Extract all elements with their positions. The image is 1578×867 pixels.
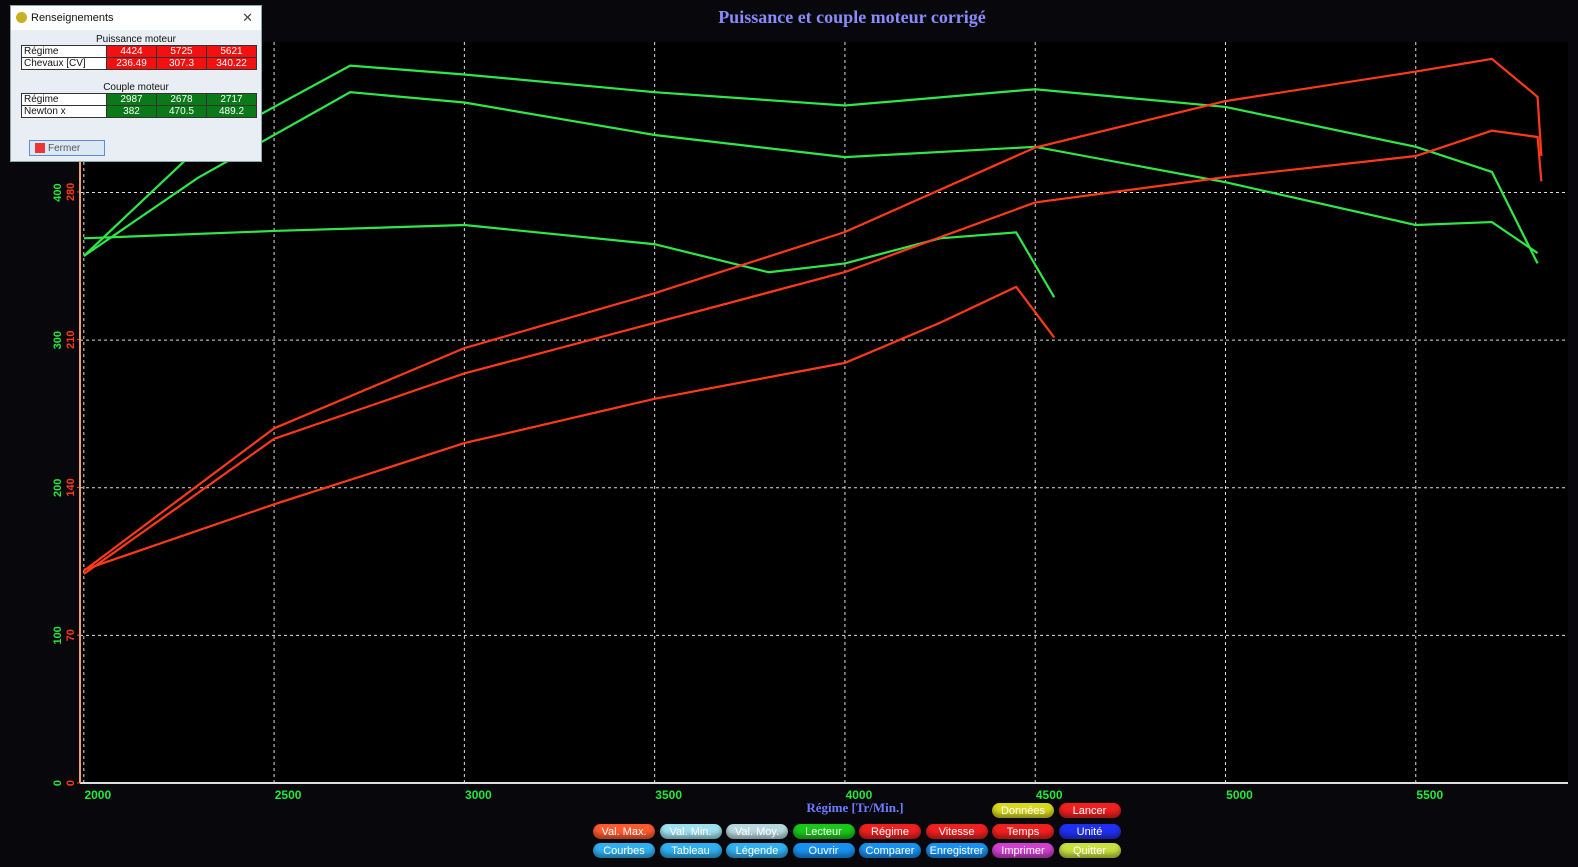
toolbar-button[interactable]: Val. Moy. [726,824,788,839]
table-row: Régime 2987 2678 2717 [21,93,257,106]
close-icon[interactable]: ✕ [242,10,253,25]
toolbar-button[interactable]: Imprimer [992,843,1054,858]
close-button[interactable]: Fermer [29,140,105,156]
x-tick-label: 5000 [1226,788,1253,802]
y2-tick-label: 210 [65,330,77,348]
y-tick-label: 200 [52,479,64,497]
value-cell: 382 [106,105,157,118]
value-cell: 236.49 [106,57,157,70]
x-tick-label: 3500 [655,788,682,802]
x-tick-label: 4000 [846,788,873,802]
row-label: Chevaux [CV] [21,57,107,70]
toolbar-button[interactable]: Lancer [1058,803,1121,818]
series-line [83,91,1539,257]
info-window: Renseignements ✕ Puissance moteur Régime 4… [10,5,262,162]
toolbar-button[interactable]: Données [992,803,1054,818]
x-tick-label: 4500 [1036,788,1063,802]
y-tick-label: 400 [52,183,64,201]
toolbar-button[interactable]: Val. Min. [659,824,722,839]
toolbar-button[interactable]: Comparer [859,843,921,858]
y-tick-label: 0 [52,780,64,786]
series-line [83,223,1056,298]
y-tick-label: 300 [52,331,64,349]
x-tick-label: 5500 [1416,788,1443,802]
y2-tick-label: 0 [65,780,77,786]
value-cell: 5621 [206,45,257,58]
table-row: Chevaux [CV] 236.49 307.3 340.22 [21,57,257,70]
toolbar-button[interactable]: Temps [992,824,1054,839]
torque-table: Régime 2987 2678 2717 Newton x 382 470.5 489.2 [21,93,257,118]
toolbar-button[interactable]: Régime [859,824,921,839]
value-cell: 340.22 [206,57,257,70]
series-line [83,285,1056,571]
power-table: Régime 4424 5725 5621 Chevaux [CV] 236.49 307.… [21,45,257,70]
x-tick-label: 3000 [465,788,492,802]
table-row: Newton x 382 470.5 489.2 [21,105,257,118]
toolbar-button[interactable]: Unité [1058,824,1121,839]
toolbar-button[interactable]: Vitesse [925,824,988,839]
x-tick-label: 2000 [84,788,111,802]
y2-tick-label: 70 [65,629,77,641]
plot-area [80,42,1568,783]
section-heading: Couple moteur [103,82,169,93]
value-cell: 5725 [156,45,207,58]
section-heading: Puissance moteur [95,34,177,45]
chart-title: Puissance et couple moteur corrigé [718,7,986,27]
toolbar-button[interactable]: Courbes [593,843,655,858]
value-cell: 307.3 [156,57,207,70]
value-cell: 4424 [106,45,157,58]
value-cell: 2987 [106,93,157,106]
value-cell: 489.2 [206,105,257,118]
row-label: Régime [21,45,107,58]
value-cell: 470.5 [156,105,207,118]
x-tick-label: 2500 [275,788,302,802]
toolbar-button[interactable]: Ouvrir [792,843,855,858]
value-cell: 2717 [206,93,257,106]
toolbar-button[interactable]: Lecteur [792,824,855,839]
series-line [83,57,1543,572]
toolbar-button[interactable]: Enregistrer [925,843,988,858]
toolbar-button[interactable]: Tableau [659,843,722,858]
series-line [83,64,1539,264]
y2-tick-label: 280 [65,183,77,201]
table-row: Régime 4424 5725 5621 [21,45,257,58]
row-label: Newton x [21,105,107,118]
y2-tick-label: 140 [65,478,77,496]
series-line [83,129,1543,575]
value-cell: 2678 [156,93,207,106]
x-axis-label: Régime [Tr/Min.] [806,800,903,815]
toolbar-button[interactable]: Quitter [1058,843,1121,858]
y-tick-label: 100 [52,626,64,644]
toolbar-button[interactable]: Val. Max. [593,824,655,839]
row-label: Régime [21,93,107,106]
window-title: Renseignements [31,12,114,24]
title-bar: Renseignements ✕ [11,6,261,30]
toolbar-button[interactable]: Légende [726,843,788,858]
